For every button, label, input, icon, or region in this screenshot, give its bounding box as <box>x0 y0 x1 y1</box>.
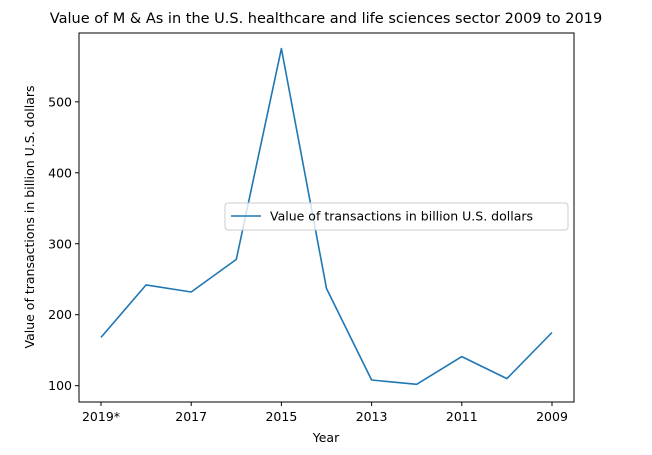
y-tick-label: 300 <box>48 236 72 251</box>
legend-box <box>224 202 569 231</box>
chart-title: Value of M & As in the U.S. healthcare a… <box>50 11 602 27</box>
legend-label: Value of transactions in billion U.S. do… <box>270 209 533 224</box>
y-axis: 100 200 300 400 500 <box>48 94 79 393</box>
y-tick-label: 500 <box>48 94 72 109</box>
legend: Value of transactions in billion U.S. do… <box>224 202 569 231</box>
x-axis: 2019* 2017 2015 2013 2011 2009 <box>82 402 568 424</box>
x-tick-label: 2009 <box>536 409 568 424</box>
x-tick-label: 2019* <box>82 409 120 424</box>
y-tick-label: 200 <box>48 307 72 322</box>
x-tick-label: 2013 <box>356 409 388 424</box>
x-tick-label: 2015 <box>265 409 297 424</box>
plot-area <box>78 32 575 403</box>
y-tick-label: 100 <box>48 378 72 393</box>
y-tick-label: 400 <box>48 165 72 180</box>
x-tick-label: 2017 <box>175 409 207 424</box>
x-tick-label: 2011 <box>446 409 478 424</box>
series-layer <box>100 47 553 386</box>
y-axis-label: Value of transactions in billion U.S. do… <box>22 85 37 348</box>
x-axis-label: Year <box>312 430 340 445</box>
series-line <box>100 47 553 386</box>
